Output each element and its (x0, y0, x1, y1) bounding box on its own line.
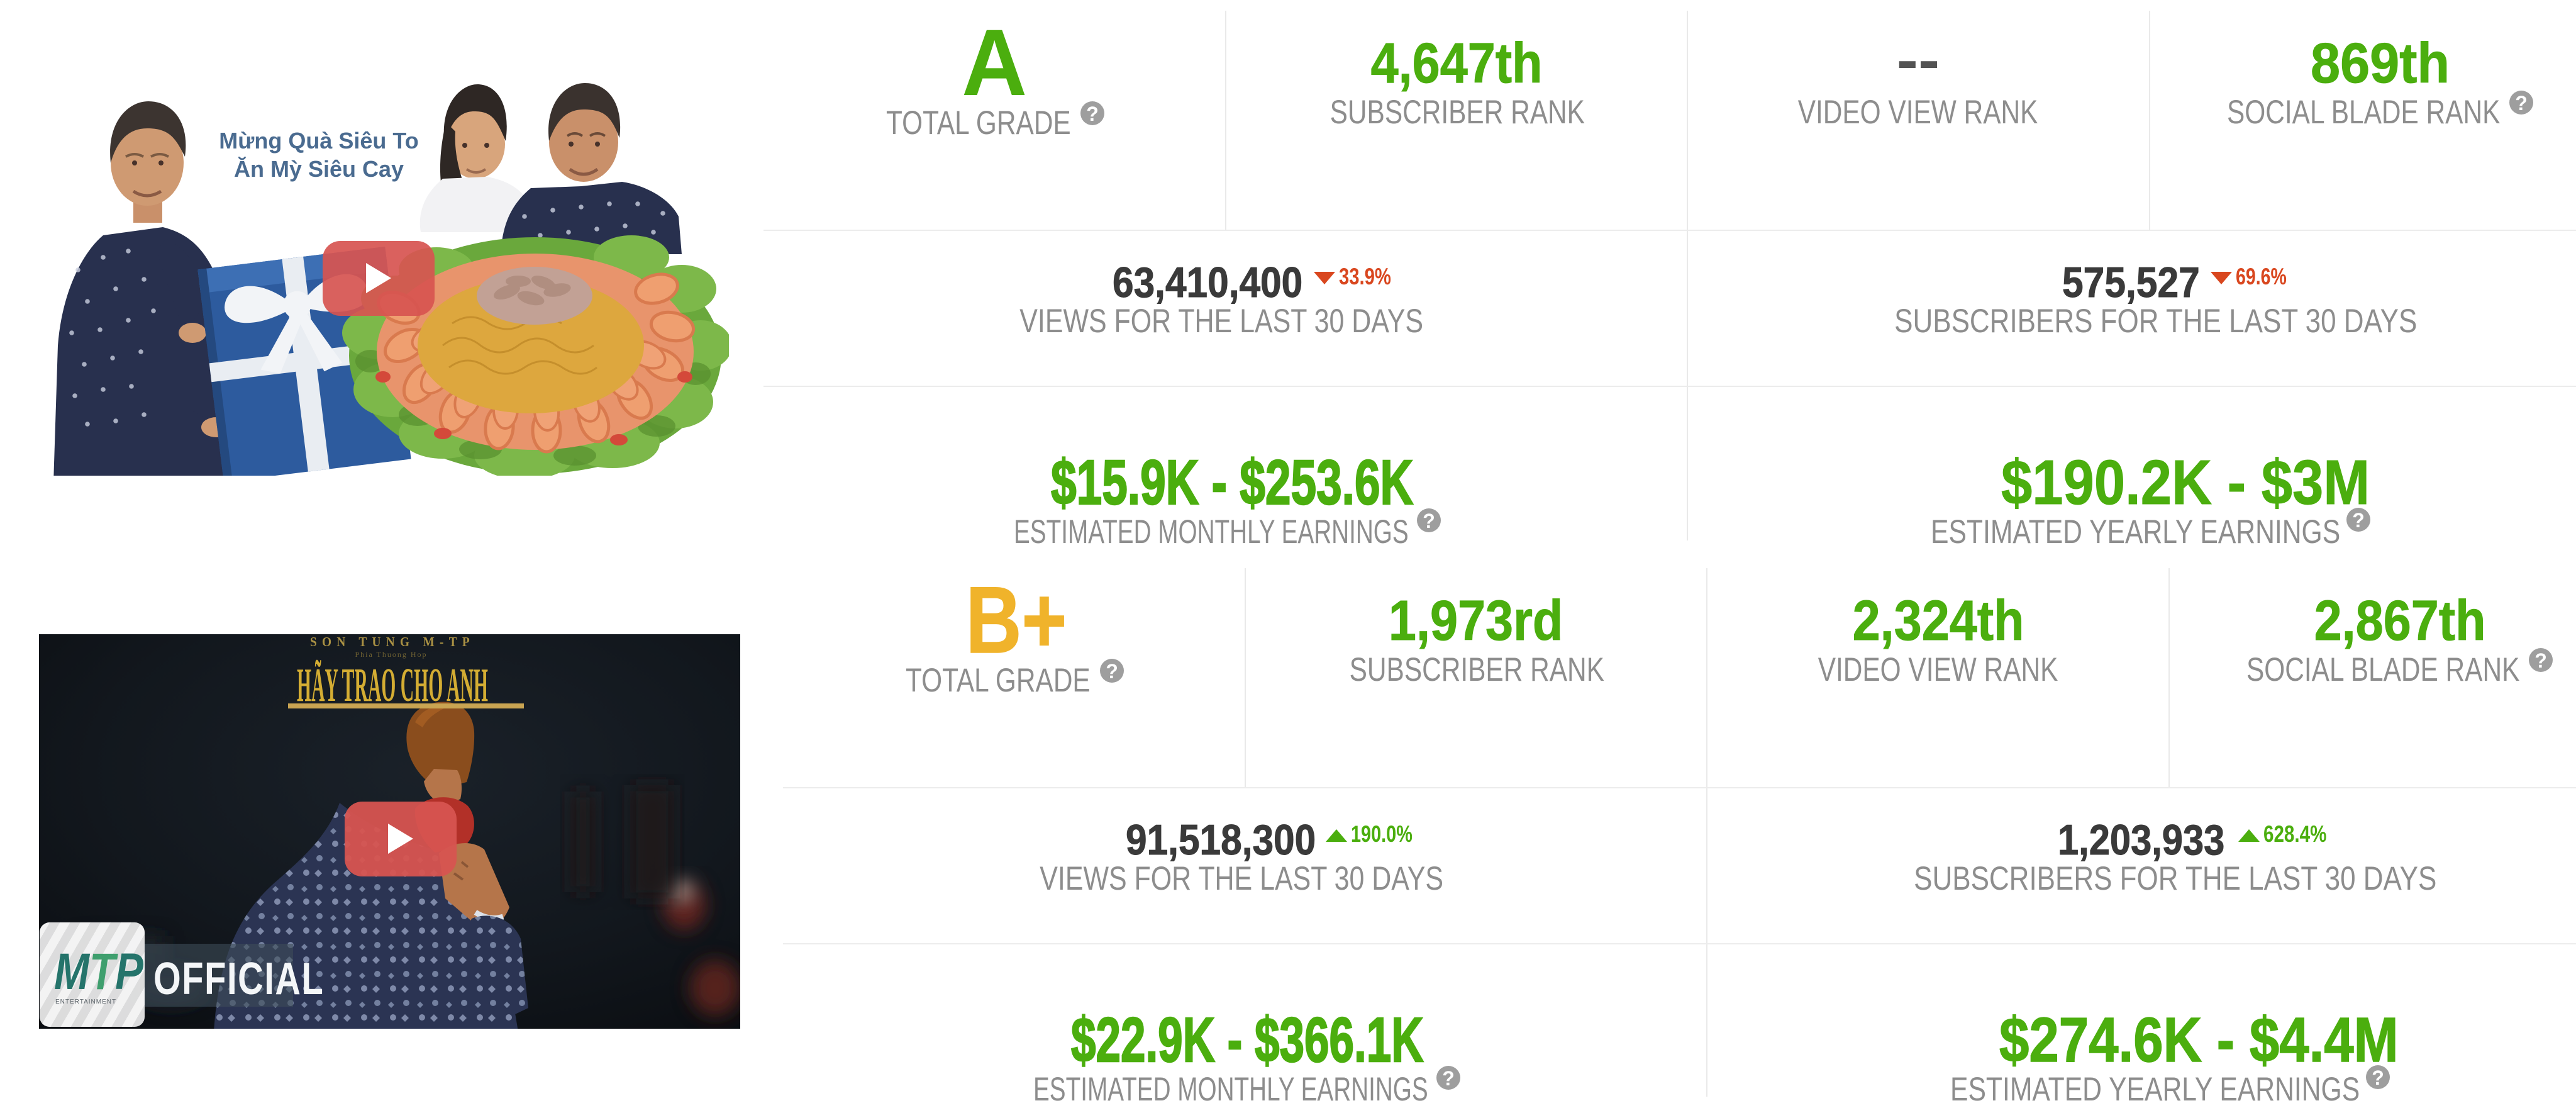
svg-text:Mừng Quà Siêu To: Mừng Quà Siêu To (219, 128, 418, 154)
svg-text:HÃY TRAO CHO ANH: HÃY TRAO CHO ANH (297, 659, 488, 712)
svg-text:Phia Thuong Hop: Phia Thuong Hop (355, 650, 427, 659)
svg-text:Ăn Mỳ Siêu Cay: Ăn Mỳ Siêu Cay (234, 156, 404, 182)
svg-text:SON TUNG M-TP: SON TUNG M-TP (310, 634, 475, 649)
